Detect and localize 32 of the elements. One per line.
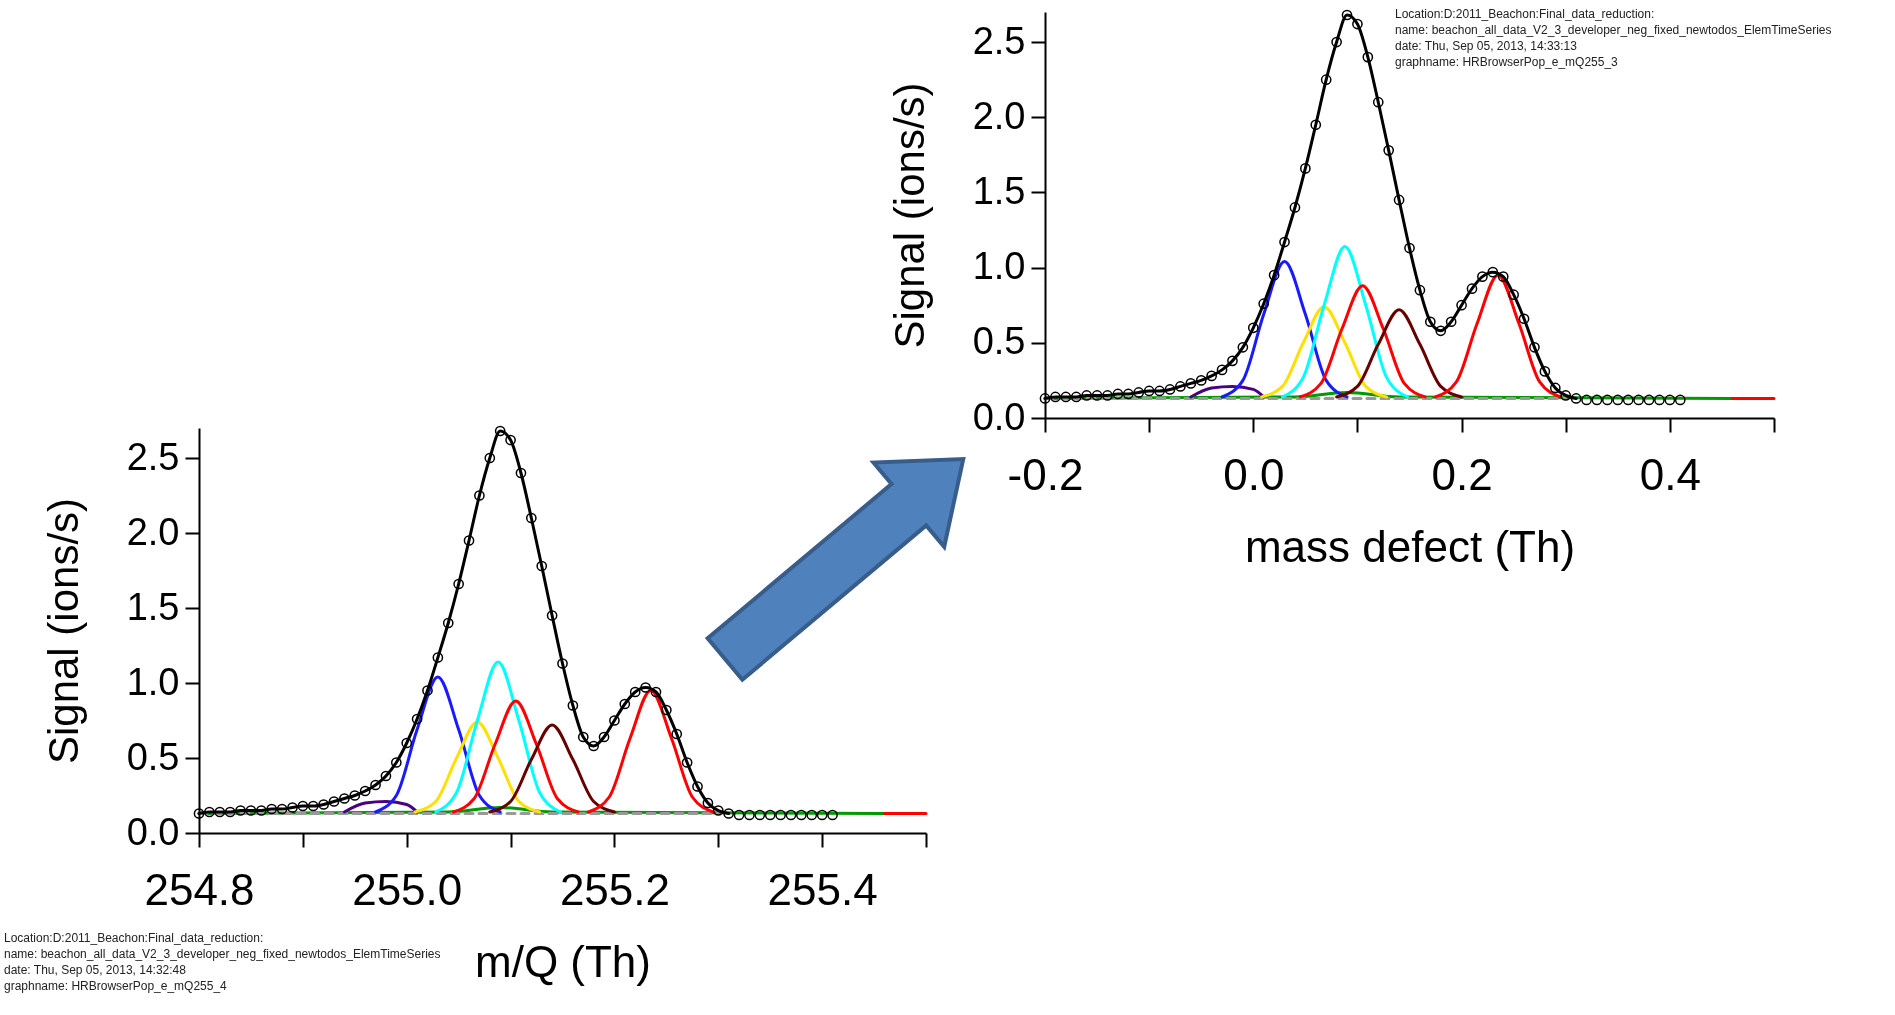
y-tick-label: 2.5: [972, 19, 1026, 62]
x-tick-label: 0.0: [1223, 449, 1285, 499]
x-axis-title: m/Q (Th): [475, 936, 651, 986]
annotation: name: beachon_all_data_V2_3_developer_neg_fixed_newtodos_ElemTimeSeries: [1395, 22, 1832, 38]
x-axis-title: mass defect (Th): [1244, 521, 1576, 571]
x-tick-label: 254.8: [144, 864, 255, 914]
x-tick-label: -0.2: [1007, 449, 1084, 499]
y-tick-label: 1.5: [972, 169, 1026, 212]
y-axis-title: Signal (ions/s): [39, 497, 87, 765]
y-tick-label: 2.0: [972, 94, 1026, 137]
x-tick-label: 255.2: [559, 864, 670, 914]
y-tick-label: 1.0: [126, 660, 180, 703]
y-tick-label: 2.0: [126, 510, 180, 553]
y-tick-label: 0.0: [126, 810, 180, 853]
y-tick-label: 1.5: [126, 585, 180, 628]
text: graphname: HRBrowserPop_e_mQ255_4: [4, 978, 227, 994]
y-tick-label: 0.0: [972, 395, 1026, 438]
annotation: graphname: HRBrowserPop_e_mQ255_3: [1395, 54, 1618, 70]
text: date: Thu, Sep 05, 2013, 14:32:48: [4, 962, 186, 978]
x-tick-label: 255.0: [352, 864, 463, 914]
y-tick-label: 0.5: [972, 320, 1026, 363]
text: Location:D:2011_Beachon:Final_data_reduction:: [4, 930, 264, 946]
y-tick-label: 2.5: [126, 435, 180, 478]
annotation: date: Thu, Sep 05, 2013, 14:33:13: [1395, 38, 1577, 54]
y-axis-title: Signal (ions/s): [885, 82, 933, 349]
y-tick-label: 0.5: [126, 735, 180, 778]
text: name: beachon_all_data_V2_3_developer_neg_fixed_newtodos_ElemTimeSeries: [4, 946, 441, 962]
x-tick-label: 0.4: [1639, 449, 1701, 499]
y-tick-label: 1.0: [972, 245, 1026, 288]
x-tick-label: 0.2: [1431, 449, 1493, 499]
x-tick-label: 255.4: [767, 864, 878, 914]
annotation: Location:D:2011_Beachon:Final_data_reduction:: [1395, 6, 1655, 22]
